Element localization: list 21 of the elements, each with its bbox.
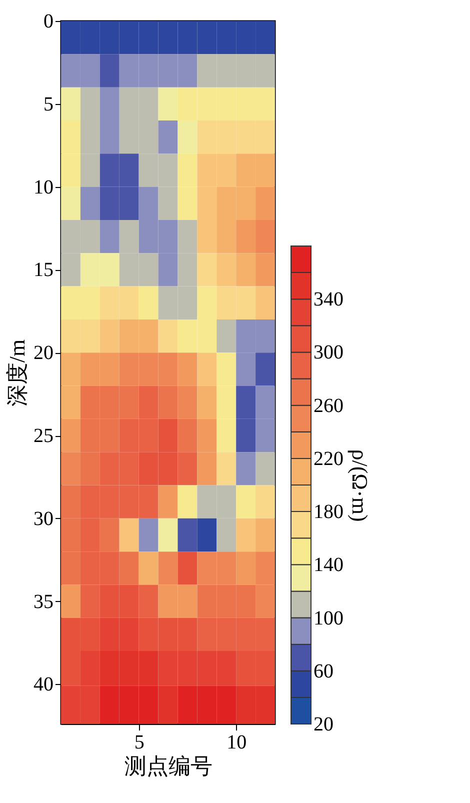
y-tick-label: 40 xyxy=(34,674,54,696)
color-bar-label: 60 xyxy=(314,660,334,682)
y-tick-label: 20 xyxy=(34,342,54,364)
color-bar-label: 100 xyxy=(314,607,344,630)
y-axis-title: 深度/m xyxy=(4,339,30,407)
color-bar-label: 180 xyxy=(314,501,344,524)
y-tick-label: 25 xyxy=(34,425,54,448)
color-bar-title: ρ/(Ω·m) xyxy=(348,449,372,522)
color-bar-label: 260 xyxy=(314,394,344,417)
color-bar-label: 300 xyxy=(314,342,344,364)
y-tick-label: 35 xyxy=(34,590,54,613)
color-bar-label: 340 xyxy=(314,288,344,311)
y-tick-label: 15 xyxy=(34,259,54,282)
y-tick-label: 0 xyxy=(44,10,54,32)
y-tick-label: 5 xyxy=(44,93,54,116)
y-tick-label: 10 xyxy=(34,176,54,198)
x-axis-title: 测点编号 xyxy=(124,754,212,778)
color-bar-label: 20 xyxy=(314,714,334,736)
y-tick-label: 30 xyxy=(34,508,54,530)
color-bar-label: 140 xyxy=(314,554,344,576)
color-bar-label: 220 xyxy=(314,448,344,470)
